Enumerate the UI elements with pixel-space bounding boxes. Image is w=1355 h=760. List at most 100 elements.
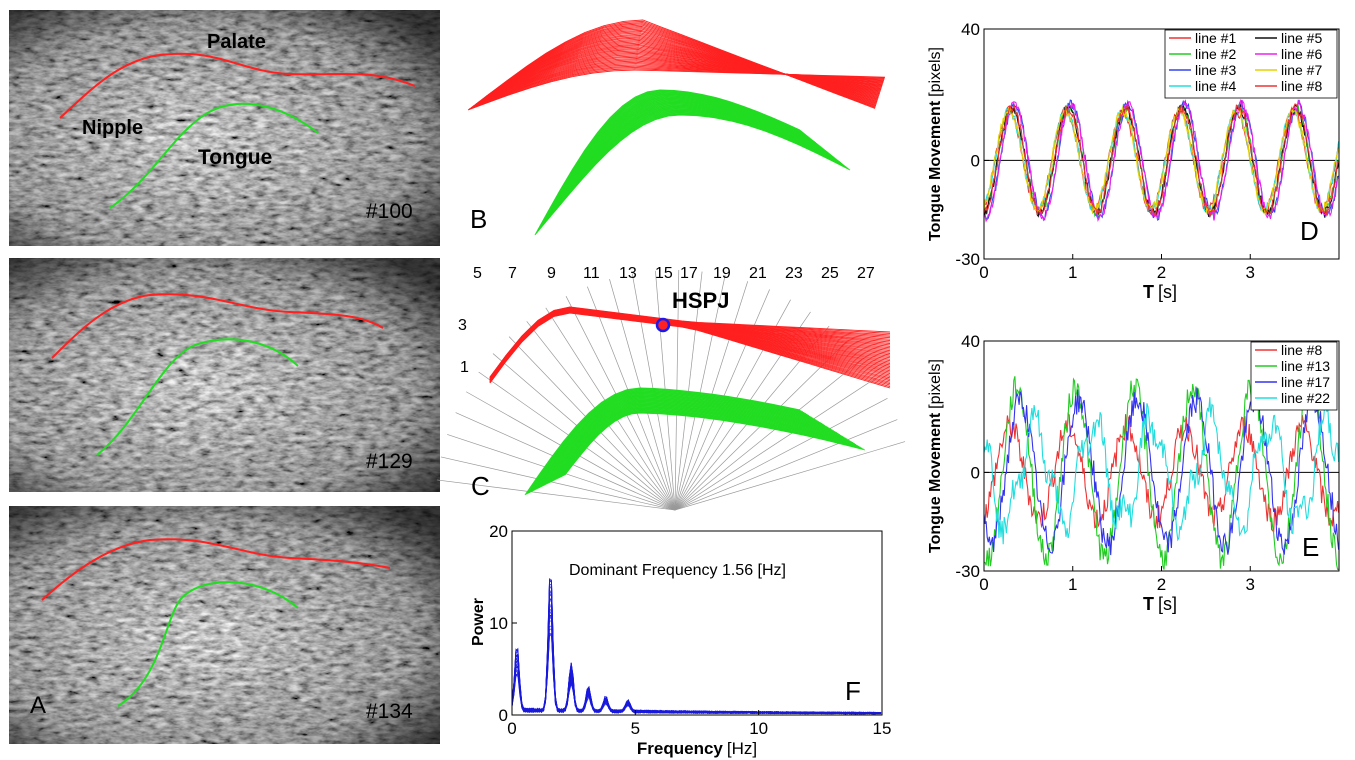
contour-line (551, 404, 845, 482)
palate-contour (41, 538, 391, 601)
contour-line (558, 408, 855, 479)
contour-line (542, 398, 830, 487)
contour-line (537, 395, 821, 489)
contour-line (554, 406, 849, 481)
tongue-label: Tongue (198, 146, 272, 169)
x-tick-label: 3 (1246, 575, 1255, 594)
series-line (984, 412, 1339, 533)
line-number: 7 (508, 265, 517, 282)
x-tick-label: 0 (979, 263, 988, 282)
contour-line (536, 394, 820, 490)
palate-contours (489, 306, 891, 389)
x-tick-label: 5 (631, 719, 640, 738)
series-line (984, 387, 1339, 556)
panel-letter-e: E (1302, 532, 1319, 562)
panel-b: B (467, 19, 886, 236)
spectrum-line (512, 634, 882, 715)
contour-line (543, 399, 832, 486)
tongue-contours (534, 89, 851, 236)
y-tick-label: 0 (971, 463, 980, 482)
legend-label: line #2 (1195, 46, 1236, 62)
contour-line (547, 401, 838, 484)
series-line (984, 397, 1339, 545)
contour-line (560, 409, 858, 478)
y-axis-label-unit: [pixels] (927, 359, 944, 409)
contour-line (528, 389, 806, 494)
contour-line (531, 391, 811, 493)
contour-line (489, 312, 891, 389)
palate-label: Palate (207, 31, 266, 53)
y-axis-label-main: Tongue Movement (927, 412, 944, 553)
series-line (984, 376, 1339, 571)
legend-label: line #8 (1281, 78, 1322, 94)
line-number: 15 (655, 265, 673, 282)
contour-line (564, 412, 866, 476)
line-number: 11 (583, 265, 600, 282)
radial-line (674, 359, 863, 511)
radial-line (674, 419, 898, 511)
y-tick-label: -30 (955, 250, 980, 269)
panel-letter-c: C (471, 471, 490, 501)
spectrum-traces (512, 577, 882, 715)
contour-line (556, 407, 852, 480)
frame-number-label: #100 (366, 200, 413, 223)
radial-line (674, 377, 876, 511)
contour-line (542, 96, 815, 227)
x-tick-label: 2 (1157, 263, 1166, 282)
spectrum-line (512, 579, 882, 715)
contour-line (551, 404, 843, 483)
y-axis-label: Tongue Movement [pixels] (927, 359, 944, 553)
y-tick-label: 40 (961, 332, 980, 351)
series-line (984, 98, 1339, 223)
contour-line (534, 393, 817, 491)
y-tick-label: 0 (499, 706, 508, 725)
series-lines (984, 376, 1339, 571)
axis-ticks: 0 5 10 15 0 10 20 (489, 522, 891, 738)
contour-line (557, 112, 846, 208)
legend-label: line #5 (1281, 30, 1322, 46)
line-number: 21 (749, 265, 767, 282)
line-number: 13 (619, 265, 637, 282)
series-line (984, 105, 1339, 215)
contour-line (540, 397, 826, 488)
x-tick-label: 3 (1246, 263, 1255, 282)
contour-line (533, 393, 815, 491)
x-axis-label: T [s] (1143, 282, 1177, 302)
x-axis-label-unit: [s] (1158, 594, 1177, 614)
contour-line (539, 396, 824, 488)
legend-label: line #1 (1195, 30, 1236, 46)
palate-contour (59, 52, 416, 119)
radial-line (674, 271, 703, 511)
panel-a: Palate Nipple Tongue #100 #129 A #134 (9, 10, 440, 744)
spectrum-line (512, 577, 882, 715)
y-axis-label: Tongue Movement [pixels] (927, 47, 944, 241)
line-number: 9 (547, 265, 556, 282)
contour-line (526, 388, 804, 495)
hspj-label: HSPJ (672, 288, 729, 313)
contour-line (544, 400, 833, 486)
line-number: 27 (857, 265, 875, 282)
contour-line (552, 405, 846, 482)
contour-line (529, 390, 808, 493)
contour-line (548, 402, 839, 484)
tongue-contour (117, 581, 299, 707)
line-number: 3 (458, 317, 467, 334)
line-number: 19 (713, 265, 731, 282)
contour-line (525, 388, 802, 495)
ultrasound-frame-100: Palate Nipple Tongue #100 (9, 10, 440, 246)
x-axis-label: Frequency [Hz] (637, 739, 757, 758)
x-axis-label-main: T (1143, 594, 1154, 614)
radial-line (440, 456, 676, 511)
y-axis-label-unit: [pixels] (927, 47, 944, 97)
x-tick-label: 0 (507, 719, 516, 738)
contour-line (561, 410, 861, 477)
legend-label: line #22 (1281, 390, 1330, 406)
radial-line (674, 441, 906, 511)
line-number: 1 (460, 359, 469, 376)
y-tick-label: 10 (489, 614, 508, 633)
panel-letter-f: F (845, 676, 861, 706)
legend-label: line #3 (1195, 62, 1236, 78)
tongue-contour (96, 338, 299, 456)
